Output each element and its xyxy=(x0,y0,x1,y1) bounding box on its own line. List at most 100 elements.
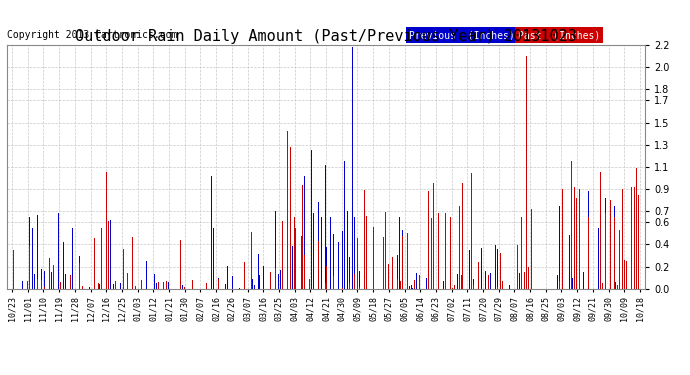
Bar xyxy=(588,191,589,289)
Bar xyxy=(583,273,584,289)
Bar xyxy=(528,267,529,289)
Bar xyxy=(397,255,398,289)
Bar xyxy=(227,266,228,289)
Bar xyxy=(457,274,458,289)
Bar xyxy=(326,266,327,289)
Bar xyxy=(631,187,632,289)
Bar xyxy=(295,228,296,289)
Bar xyxy=(304,176,305,289)
Bar xyxy=(471,264,472,289)
Bar xyxy=(44,271,45,289)
Bar xyxy=(70,275,71,289)
Bar xyxy=(399,217,400,289)
Bar xyxy=(620,282,622,289)
Bar xyxy=(115,281,116,289)
Bar xyxy=(617,285,618,289)
Bar xyxy=(598,228,599,289)
Bar xyxy=(366,216,367,289)
Text: Past  (Inches): Past (Inches) xyxy=(518,30,600,40)
Bar xyxy=(622,189,623,289)
Bar xyxy=(106,172,107,289)
Bar xyxy=(509,285,510,289)
Bar xyxy=(292,246,293,289)
Bar xyxy=(333,234,334,289)
Bar xyxy=(257,254,259,289)
Bar xyxy=(385,212,386,289)
Bar xyxy=(120,283,121,289)
Bar xyxy=(613,206,615,289)
Bar xyxy=(159,251,161,289)
Bar xyxy=(206,283,207,289)
Bar xyxy=(588,217,589,289)
Bar xyxy=(250,232,252,289)
Bar xyxy=(44,287,45,289)
Bar xyxy=(166,280,167,289)
Bar xyxy=(319,261,320,289)
Bar xyxy=(180,240,181,289)
Bar xyxy=(101,228,102,289)
Bar xyxy=(626,261,627,289)
Title: Outdoor Rain Daily Amount (Past/Previous Year) 20131023: Outdoor Rain Daily Amount (Past/Previous… xyxy=(75,29,577,44)
Bar xyxy=(34,274,35,289)
Bar xyxy=(282,221,283,289)
Bar xyxy=(29,246,30,289)
Text: Previous  (Inches): Previous (Inches) xyxy=(409,30,515,40)
Bar xyxy=(597,178,598,289)
Bar xyxy=(400,281,402,289)
Bar xyxy=(433,183,434,289)
Bar xyxy=(22,281,23,289)
Bar xyxy=(282,267,283,289)
Bar xyxy=(318,202,319,289)
Bar xyxy=(275,268,276,289)
Bar xyxy=(626,283,627,289)
Bar xyxy=(364,190,365,289)
Bar xyxy=(576,198,577,289)
Bar xyxy=(605,213,606,289)
Bar xyxy=(182,285,183,289)
Bar xyxy=(526,264,527,289)
Bar xyxy=(559,280,560,289)
Bar xyxy=(459,284,460,289)
Bar xyxy=(557,275,558,289)
Bar xyxy=(302,185,303,289)
Bar xyxy=(526,56,527,289)
Bar xyxy=(311,150,312,289)
Bar xyxy=(531,209,532,289)
Bar xyxy=(259,275,260,289)
Bar xyxy=(127,273,128,289)
Text: Copyright 2013 Cartronics.com: Copyright 2013 Cartronics.com xyxy=(7,30,177,40)
Bar xyxy=(383,237,384,289)
Bar xyxy=(318,241,319,289)
Bar xyxy=(597,220,598,289)
Bar xyxy=(414,280,415,289)
Bar xyxy=(454,285,455,289)
Bar xyxy=(29,217,30,289)
Bar xyxy=(290,147,291,289)
Bar xyxy=(524,272,525,289)
Bar xyxy=(146,261,147,289)
Bar xyxy=(461,276,462,289)
Bar xyxy=(619,230,620,289)
Bar xyxy=(60,282,61,289)
Bar xyxy=(620,268,622,289)
Bar xyxy=(156,283,157,289)
Bar xyxy=(30,280,32,289)
Bar xyxy=(417,284,419,289)
Bar xyxy=(354,217,355,289)
Bar xyxy=(424,145,425,289)
Bar xyxy=(99,284,100,289)
Bar xyxy=(254,285,255,289)
Bar xyxy=(301,236,302,289)
Bar xyxy=(388,264,389,289)
Bar xyxy=(634,187,635,289)
Bar xyxy=(452,288,453,289)
Bar xyxy=(330,217,331,289)
Bar xyxy=(622,213,623,289)
Bar xyxy=(37,214,39,289)
Bar xyxy=(218,279,219,289)
Bar xyxy=(638,195,639,289)
Bar xyxy=(51,272,52,289)
Bar xyxy=(468,211,469,289)
Bar xyxy=(309,279,310,289)
Bar xyxy=(462,183,463,289)
